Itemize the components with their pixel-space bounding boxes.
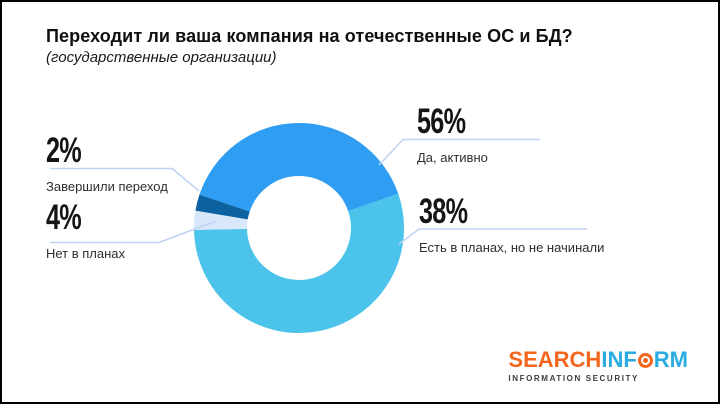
donut-segment-completed — [195, 194, 250, 220]
chart-title: Переходит ли ваша компания на отечествен… — [46, 26, 573, 46]
leader-lines — [50, 138, 587, 245]
callout-planned-not-started: 38% Есть в планах, но не начинали — [419, 192, 605, 255]
callout-not-planned: 4% Нет в планах — [46, 198, 126, 261]
segment-label: Есть в планах, но не начинали — [419, 240, 605, 255]
segment-label: Завершили переход — [46, 179, 168, 194]
percentage-value: 4% — [46, 198, 82, 237]
lens-icon — [637, 353, 653, 368]
segment-label: Нет в планах — [46, 246, 126, 261]
callout-yes-actively: 56% Да, активно — [417, 102, 488, 165]
logo-search-text: SEARCH — [508, 347, 602, 372]
logo-inf-text: INF — [601, 347, 637, 372]
leader-line-2 — [50, 167, 200, 192]
logo: SEARCHINF RM INFORMATION SECURITY — [508, 349, 688, 384]
logo-rm-text: RM — [653, 347, 688, 372]
leader-line-4 — [50, 220, 217, 244]
callout-completed: 2% Завершили переход — [46, 131, 168, 194]
chart-subtitle: (государственные организации) — [46, 49, 277, 66]
donut-segment-not-planned — [194, 210, 248, 230]
leader-line-38 — [398, 228, 587, 245]
leader-line-56 — [378, 138, 540, 166]
donut-segment-yes-actively — [199, 123, 399, 213]
percentage-value: 2% — [46, 131, 82, 170]
donut-segment-planned-not-started — [194, 193, 404, 333]
segment-label: Да, активно — [417, 150, 488, 165]
percentage-value: 56% — [417, 102, 466, 141]
donut-segments — [194, 123, 404, 333]
logo-tagline: INFORMATION SECURITY — [508, 374, 639, 383]
logo-wordmark: SEARCHINF RM — [508, 349, 688, 371]
percentage-value: 38% — [419, 192, 468, 231]
